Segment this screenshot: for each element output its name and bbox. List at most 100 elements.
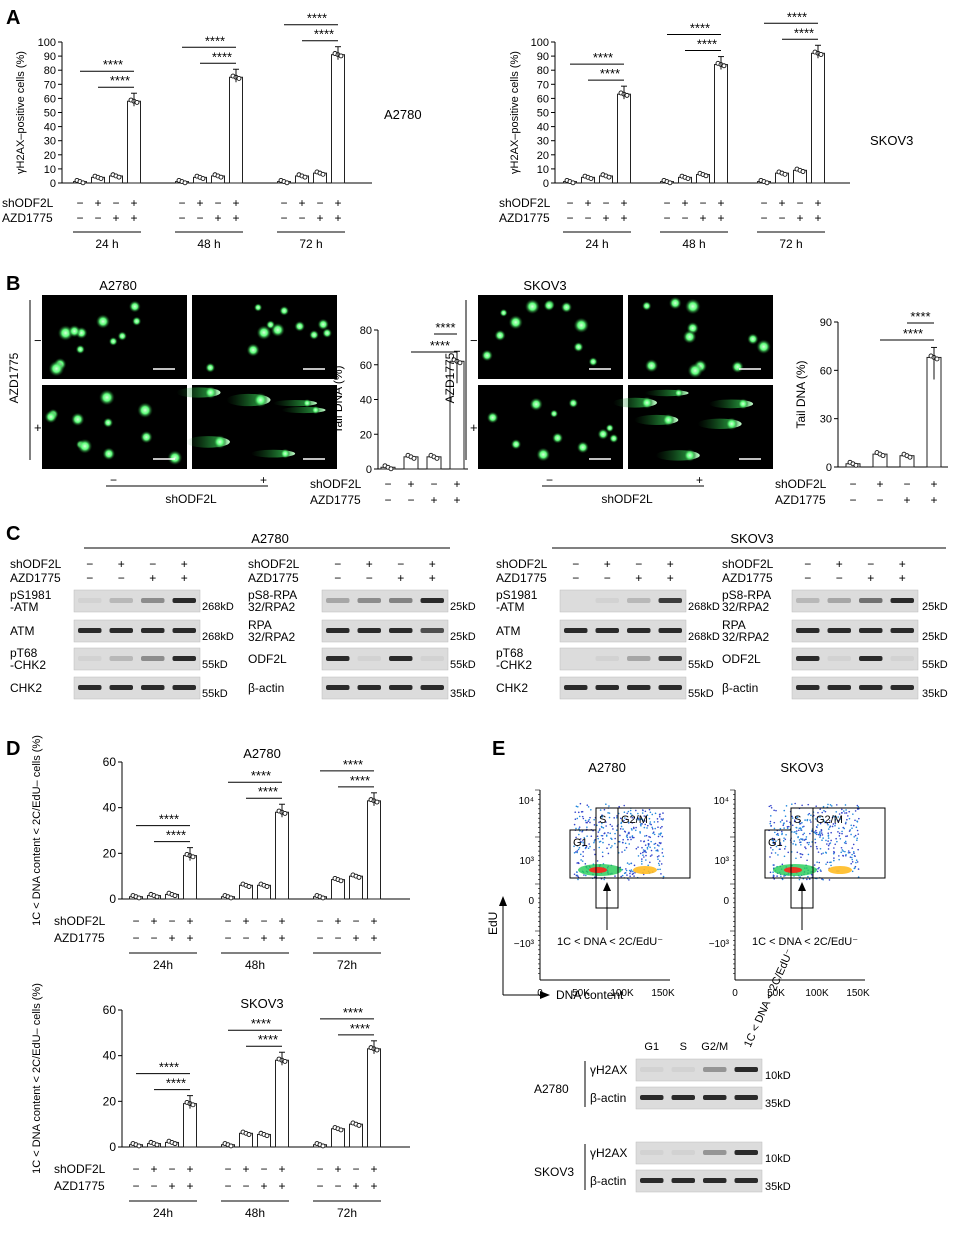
blot-label: β-actin bbox=[722, 681, 758, 695]
blot-band bbox=[671, 1067, 695, 1072]
flow-event bbox=[823, 820, 826, 822]
cell-nucleus bbox=[117, 331, 127, 341]
flow-panel-e: A2780 10⁴ 10³ 0 −10³ 0 50K 100K 150K G1 S G2/M 1C < … bbox=[486, 760, 886, 1193]
flow-event bbox=[805, 847, 807, 850]
panel-label-d: D bbox=[6, 738, 20, 760]
flow-event bbox=[827, 837, 830, 839]
flow-event bbox=[593, 818, 595, 821]
kd-marker: 55kD bbox=[202, 659, 228, 671]
blot-band bbox=[703, 1067, 727, 1072]
condition-label: shODF2L bbox=[499, 196, 551, 210]
condition-sign: + bbox=[370, 931, 377, 945]
microscopy-image bbox=[628, 385, 773, 469]
flow-event bbox=[598, 821, 600, 824]
comet-title-skov3: SKOV3 bbox=[523, 278, 566, 293]
gate-label: S bbox=[599, 814, 606, 826]
flow-event bbox=[620, 825, 623, 828]
flow-event bbox=[658, 864, 661, 866]
condition-sign: − bbox=[316, 196, 323, 210]
blot-label: -CHK2 bbox=[10, 658, 46, 672]
cell-nucleus bbox=[280, 448, 291, 459]
blot-band bbox=[658, 685, 682, 690]
flow-event bbox=[787, 825, 790, 828]
flow-event bbox=[578, 828, 580, 830]
blot-band bbox=[827, 598, 851, 603]
data-point bbox=[338, 1127, 344, 1133]
flow-event bbox=[583, 874, 585, 876]
flow-event bbox=[596, 835, 599, 838]
condition-sign: − bbox=[681, 211, 688, 225]
kd-marker: 268kD bbox=[688, 601, 720, 613]
blot-label: 32/RPA2 bbox=[248, 630, 295, 644]
kd-marker: 10kD bbox=[765, 1153, 791, 1165]
condition-sign: − bbox=[566, 211, 573, 225]
flow-event bbox=[779, 821, 782, 823]
blot-band bbox=[640, 1095, 664, 1100]
condition-sign: + bbox=[867, 571, 874, 585]
blot-band bbox=[859, 685, 883, 690]
condition-sign: + bbox=[334, 211, 341, 225]
flow-event bbox=[628, 821, 630, 824]
time-label: 24 h bbox=[95, 237, 118, 251]
flow-event bbox=[607, 831, 609, 834]
sh-sign: − bbox=[110, 473, 117, 487]
blot-label: -ATM bbox=[10, 600, 38, 614]
condition-sign: − bbox=[604, 571, 611, 585]
flow-event bbox=[834, 824, 836, 827]
condition-sign: + bbox=[717, 196, 724, 210]
flow-event bbox=[799, 822, 802, 825]
flow-event bbox=[855, 826, 858, 829]
flow-event bbox=[594, 853, 596, 856]
flow-event bbox=[770, 825, 773, 827]
flow-event bbox=[641, 812, 644, 814]
flow-event bbox=[575, 805, 578, 808]
flow-event bbox=[838, 827, 840, 830]
flow-event bbox=[799, 841, 801, 844]
data-point bbox=[374, 799, 380, 805]
flow-event bbox=[601, 851, 604, 854]
condition-sign: + bbox=[118, 557, 125, 571]
flow-event bbox=[800, 844, 802, 846]
flow-event bbox=[816, 861, 818, 863]
flow-x-tick-label: 50K bbox=[767, 988, 785, 999]
condition-sign: − bbox=[112, 196, 119, 210]
blot-band bbox=[827, 685, 851, 690]
cell-nucleus bbox=[605, 423, 614, 433]
flow-event bbox=[573, 852, 576, 854]
cell-nucleus bbox=[731, 360, 744, 374]
flow-event bbox=[834, 843, 836, 846]
flow-x-tick-label: 50K bbox=[572, 988, 590, 999]
condition-label: AZD1775 bbox=[499, 211, 550, 225]
flow-event bbox=[857, 848, 859, 851]
sig-label: **** bbox=[697, 37, 717, 52]
condition-sign: + bbox=[899, 571, 906, 585]
flow-event bbox=[837, 816, 840, 818]
flow-event bbox=[774, 831, 776, 834]
flow-event bbox=[847, 851, 850, 854]
panel-label-e: E bbox=[492, 738, 505, 760]
flow-event bbox=[783, 827, 785, 829]
cell-nucleus bbox=[576, 441, 589, 454]
flow-event bbox=[639, 823, 642, 826]
flow-event bbox=[782, 823, 785, 825]
condition-sign: + bbox=[667, 557, 674, 571]
flow-event bbox=[631, 835, 634, 837]
flow-event bbox=[628, 831, 630, 834]
flow-event bbox=[845, 842, 847, 845]
flow-event bbox=[840, 851, 843, 854]
y-tick-label: 50 bbox=[537, 108, 549, 120]
flow-event bbox=[613, 817, 615, 819]
flow-event bbox=[847, 815, 849, 817]
flow-event bbox=[815, 826, 818, 828]
y-tick-label: 50 bbox=[44, 108, 56, 120]
cell-nucleus bbox=[167, 450, 183, 466]
chart-title: A2780 bbox=[243, 746, 281, 761]
flow-event bbox=[661, 848, 664, 850]
data-point bbox=[338, 53, 344, 59]
flow-event bbox=[648, 817, 651, 820]
flow-event bbox=[796, 851, 799, 854]
condition-sign: − bbox=[804, 557, 811, 571]
data-point bbox=[282, 1058, 288, 1064]
time-label: 48 h bbox=[197, 237, 220, 251]
flow-event bbox=[584, 819, 587, 822]
